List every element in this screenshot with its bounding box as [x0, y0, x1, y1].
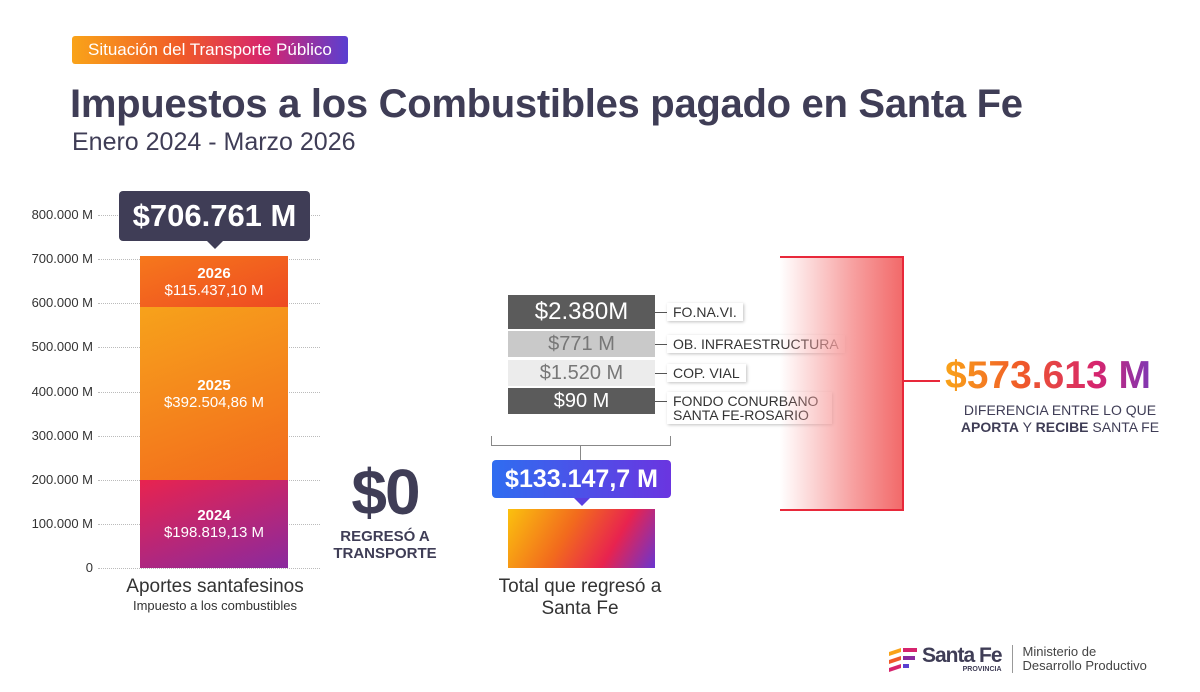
y-tick-label: 400.000 M	[31, 383, 93, 399]
difference-caption-line1: DIFERENCIA ENTRE LO QUE	[963, 402, 1157, 418]
and-word: Y	[1019, 419, 1036, 435]
santa-fe-logo-icon	[889, 648, 917, 672]
difference-caption: DIFERENCIA ENTRE LO QUE APORTA Y RECIBE …	[945, 402, 1175, 436]
aportes-caption-title: Aportes santafesinos	[126, 576, 304, 597]
y-tick-label: 500.000 M	[31, 339, 93, 355]
footer-logo: Santa Fe PROVINCIA Ministerio de Desarro…	[887, 645, 1147, 673]
breakdown-amount: $90 M	[508, 388, 655, 414]
bracket-stem	[580, 446, 581, 460]
segment-value: $115.437,10 M	[164, 281, 264, 299]
difference-connector	[904, 380, 940, 382]
santa-fe-word: SANTA FE	[1088, 419, 1160, 435]
difference-caption-line2: APORTA Y RECIBE SANTA FE	[945, 419, 1175, 436]
regreso-caption: Total que regresó a Santa Fe	[498, 576, 662, 619]
segment-year: 2026	[197, 264, 231, 282]
bar-segment-2025: 2025 $392.504,86 M	[140, 307, 288, 481]
segment-year: 2024	[197, 507, 231, 525]
x-axis	[98, 568, 320, 569]
logo-text: Santa Fe	[922, 643, 1003, 667]
footer-divider	[1011, 645, 1013, 673]
aportes-caption-sub: Impuesto a los combustibles	[132, 598, 298, 613]
y-tick-label: 600.000 M	[31, 295, 93, 311]
ministry-line2: Desarrollo Productivo	[1022, 658, 1147, 673]
breakdown-amount: $2.380M	[508, 295, 655, 329]
aporta-word: APORTA	[960, 419, 1019, 435]
segment-value: $392.504,86 M	[163, 393, 265, 411]
bar-segment-2026: 2026 $115.437,10 M	[140, 256, 288, 308]
page-subtitle: Enero 2024 - Marzo 2026	[72, 128, 356, 156]
regreso-bar	[508, 509, 655, 568]
transporte-caption: REGRESÓ A TRANSPORTE	[333, 528, 437, 562]
segment-value: $198.819,13 M	[163, 524, 265, 542]
y-tick-label: 0	[85, 560, 93, 575]
y-tick-label: 200.000 M	[31, 471, 93, 487]
bracket	[491, 436, 671, 446]
breakdown-amount: $1.520 M	[508, 360, 655, 386]
aportes-caption: Aportes santafesinos Impuesto a los comb…	[100, 576, 330, 613]
y-tick-label: 700.000 M	[31, 251, 93, 267]
recibe-word: RECIBE	[1035, 419, 1089, 435]
logo-subtext: PROVINCIA	[962, 665, 1002, 673]
difference-bracket	[780, 256, 904, 511]
breakdown-label: FO.NA.VI.	[667, 303, 743, 321]
y-tick-label: 300.000 M	[31, 427, 93, 443]
breakdown-connector	[655, 401, 667, 402]
aportes-total-callout: $706.761 M	[119, 191, 310, 249]
y-tick-label: 800.000 M	[31, 207, 93, 222]
transporte-amount: $0	[351, 456, 420, 528]
breakdown-connector	[655, 373, 667, 374]
section-pill: Situación del Transporte Público	[72, 36, 348, 64]
regreso-total-callout: $133.147,7 M	[492, 460, 671, 506]
segment-year: 2025	[197, 376, 231, 394]
breakdown-connector	[655, 312, 667, 313]
bar-segment-2024: 2024 $198.819,13 M	[140, 480, 288, 568]
breakdown-amount: $771 M	[508, 331, 655, 357]
y-tick-label: 100.000 M	[31, 515, 93, 531]
ministry-line1: Ministerio de	[1022, 644, 1097, 659]
difference-amount: $573.613 M	[945, 354, 1173, 398]
breakdown-connector	[655, 344, 667, 345]
page-title: Impuestos a los Combustibles pagado en S…	[70, 82, 1023, 126]
breakdown-label: COP. VIAL	[667, 364, 746, 382]
